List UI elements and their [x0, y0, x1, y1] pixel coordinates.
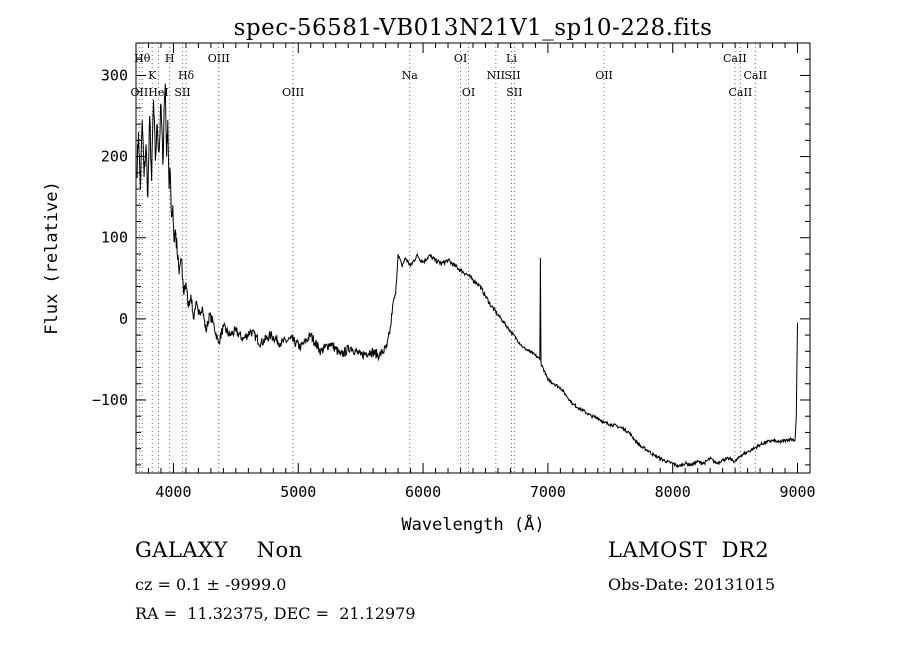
x-tick-label: 8000 [655, 483, 691, 501]
spectral-line-label: NII [487, 69, 505, 82]
line-marker-group [138, 43, 756, 473]
redshift-text: cz = 0.1 ± -9999.0 [135, 575, 287, 594]
spectral-line-label: OII [595, 69, 613, 82]
spectral-line-label: OIII [208, 52, 230, 65]
spectral-line-label: SII [504, 69, 520, 82]
y-tick-label: 100 [101, 229, 128, 247]
spectral-line-label: Li [506, 52, 517, 65]
object-class-text: GALAXY Non [135, 538, 303, 562]
spectral-line-label: SII [174, 86, 190, 99]
coordinates-text: RA = 11.32375, DEC = 21.12979 [135, 604, 416, 623]
survey-name-text: LAMOST DR2 [608, 538, 770, 562]
spectral-line-label: H [165, 52, 175, 65]
spectral-line-label: OI [462, 86, 475, 99]
spectrum-series-line [136, 83, 798, 469]
x-tick-label: 9000 [779, 483, 815, 501]
y-tick-label: 200 [101, 148, 128, 166]
x-tick-label: 6000 [405, 483, 441, 501]
spectral-line-label: CaII [743, 69, 767, 82]
y-tick-label: 300 [101, 66, 128, 84]
x-tick-label: 7000 [530, 483, 566, 501]
spectral-line-label: CaII [723, 52, 747, 65]
plot-frame [135, 42, 811, 474]
spectral-line-label: HeI [148, 86, 168, 99]
spectral-line-label: Hδ [178, 69, 195, 82]
spectral-line-label: OIII [282, 86, 304, 99]
spectral-line-label: CaII [729, 86, 753, 99]
y-axis: −100 0 100 200 300 [92, 42, 810, 466]
x-tick-label: 5000 [280, 483, 316, 501]
x-tick-label: 4000 [155, 483, 191, 501]
chart-title: spec-56581-VB013N21V1_sp10-228.fits [234, 15, 713, 41]
y-tick-label: 0 [119, 310, 128, 328]
spectral-line-label: OI [454, 52, 467, 65]
spectral-line-label: K [148, 69, 157, 82]
spectral-line-label: Hθ [134, 52, 151, 65]
x-axis-label: Wavelength (Å) [401, 513, 544, 535]
spectral-line-label: SII [506, 86, 522, 99]
spectral-line-label: OII [131, 86, 149, 99]
y-axis-label: Flux (relative) [42, 181, 62, 335]
y-tick-label: −100 [92, 391, 128, 409]
spectral-line-label: Na [402, 69, 419, 82]
obs-date-text: Obs-Date: 20131015 [608, 575, 776, 594]
x-axis: 4000 5000 6000 7000 8000 9000 [135, 43, 816, 501]
